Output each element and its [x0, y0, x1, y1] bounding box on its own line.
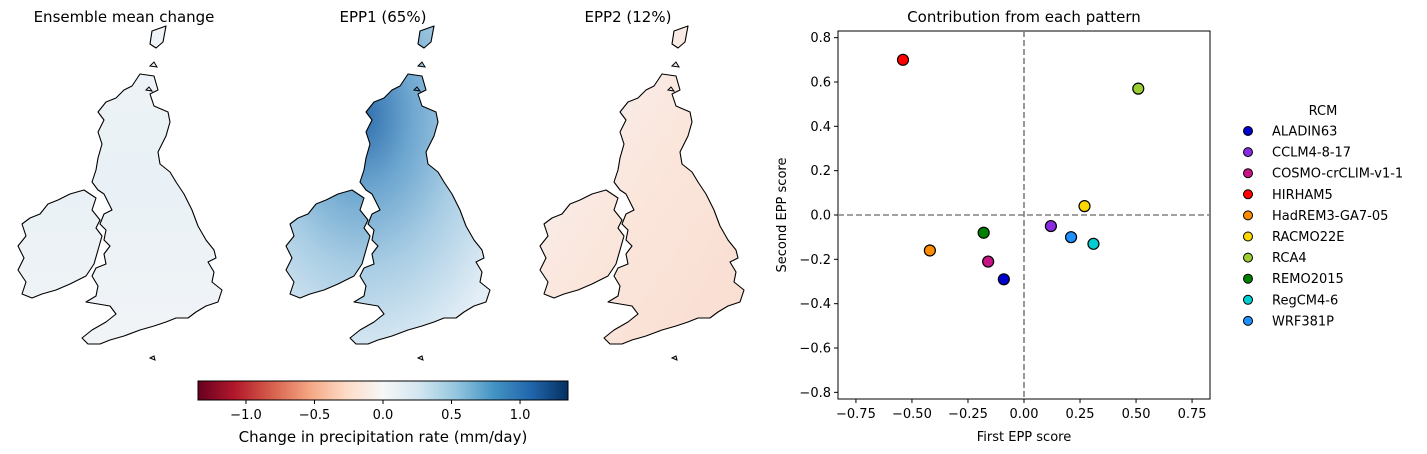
legend-marker: [1243, 168, 1253, 179]
colorbar-ticks: −1.0 −0.5 0.0 0.5 1.0: [230, 400, 530, 423]
colorbar-label: Change in precipitation rate (mm/day): [239, 428, 528, 446]
legend-label: RCA4: [1272, 251, 1307, 266]
x-axis-label: First EPP score: [977, 430, 1071, 445]
y-tick-label: −0.8: [799, 386, 831, 401]
y-tick-label: −0.2: [799, 253, 831, 268]
y-tick-label: 0.0: [810, 209, 831, 224]
colorbar-tick-label: −1.0: [230, 408, 262, 423]
legend-label: HadREM3-GA7-05: [1272, 209, 1388, 224]
legend-marker: [1243, 294, 1253, 305]
y-tick-label: 0.8: [810, 31, 831, 46]
uk-map-epp2: [539, 25, 745, 361]
colorbar-tick-label: 0.0: [373, 408, 394, 423]
colorbar-tick-label: −0.5: [299, 408, 331, 423]
point-regcm4-6: [1087, 237, 1100, 250]
map-title-epp2: EPP2 (12%): [585, 8, 672, 26]
y-tick-label: 0.4: [810, 120, 831, 135]
y-tick-label: 0.2: [810, 164, 831, 179]
x-tick-label: 0.50: [1122, 407, 1151, 422]
point-hirham5: [896, 53, 910, 66]
point-wrf381p: [1064, 231, 1078, 244]
y-tick-label: 0.6: [810, 75, 831, 90]
scatter-plot: Contribution from each pattern −0.75 −0.5…: [775, 8, 1211, 445]
legend-item: REMO2015: [1243, 272, 1344, 287]
x-tick-label: 0.25: [1066, 407, 1095, 422]
scatter-points: [896, 53, 1145, 286]
scatter-title: Contribution from each pattern: [907, 8, 1141, 26]
legend-item: RACMO22E: [1243, 230, 1344, 245]
uk-map-mean: [17, 25, 223, 361]
legend-item: RegCM4-6: [1243, 293, 1338, 308]
point-cclm4-8-17: [1044, 219, 1057, 233]
legend-items: ALADIN63 CCLM4-8-17 COSMO-crCLIM-v1-1 HIRHA…: [1243, 125, 1403, 329]
point-remo2015: [977, 226, 990, 239]
legend-title: RCM: [1309, 104, 1338, 119]
map-panel-epp2: EPP2 (12%): [539, 8, 745, 361]
legend-marker: [1243, 273, 1253, 284]
x-tick-label: 0.00: [1010, 407, 1039, 422]
map-title-mean: Ensemble mean change: [34, 8, 215, 26]
legend-item: HadREM3-GA7-05: [1243, 209, 1388, 224]
point-hadrem3-ga7-05: [923, 244, 936, 257]
reference-lines: [838, 31, 1210, 399]
legend-item: WRF381P: [1243, 314, 1334, 329]
legend-item: RCA4: [1243, 251, 1307, 266]
y-tick-label: −0.4: [799, 297, 831, 312]
point-rca4: [1132, 82, 1145, 95]
legend-marker: [1243, 315, 1253, 326]
colorbar-tick-label: 1.0: [510, 408, 531, 423]
x-tick-label: −0.50: [892, 407, 932, 422]
legend-marker: [1243, 147, 1253, 158]
point-cosmo-crclim-v1-1: [982, 255, 995, 268]
x-tick-label: −0.25: [948, 407, 988, 422]
legend-label: RACMO22E: [1272, 230, 1344, 245]
legend-marker: [1243, 126, 1253, 136]
legend-label: HIRHAM5: [1272, 188, 1333, 203]
x-axis-ticks: −0.75 −0.50 −0.25 0.00 0.25 0.50 0.75: [836, 399, 1207, 422]
legend-marker: [1243, 231, 1253, 242]
point-racmo22e: [1078, 200, 1091, 213]
point-aladin63: [997, 273, 1010, 286]
legend-item: COSMO-crCLIM-v1-1: [1243, 167, 1403, 182]
legend-label: COSMO-crCLIM-v1-1: [1272, 167, 1403, 182]
maps-layer: Ensemble mean change EPP1 (65%) EPP2 (12%): [17, 8, 745, 361]
legend-marker: [1243, 252, 1253, 263]
uk-map-epp1: [285, 25, 491, 361]
colorbar-gradient: [197, 380, 569, 401]
legend-label: RegCM4-6: [1272, 293, 1338, 308]
y-axis-label: Second EPP score: [775, 158, 790, 273]
x-tick-label: −0.75: [836, 407, 876, 422]
x-tick-label: 0.75: [1178, 407, 1207, 422]
legend-marker: [1243, 189, 1253, 200]
legend-item: CCLM4-8-17: [1243, 146, 1351, 161]
legend-label: ALADIN63: [1272, 125, 1337, 140]
legend-label: CCLM4-8-17: [1272, 146, 1351, 161]
legend-marker: [1243, 210, 1253, 221]
map-panel-epp1: EPP1 (65%): [285, 8, 491, 361]
legend: RCM ALADIN63 CCLM4-8-17 COSMO-crCLIM-v1-1 H…: [1243, 104, 1403, 329]
colorbar: −1.0 −0.5 0.0 0.5 1.0 Change in precipitatio…: [197, 380, 569, 446]
colorbar-tick-label: 0.5: [441, 408, 462, 423]
map-panel-mean: Ensemble mean change: [17, 8, 223, 361]
legend-label: REMO2015: [1272, 272, 1344, 287]
y-axis-ticks: −0.8 −0.6 −0.4 −0.2 0.0 0.2 0.4 0.6 0.8: [799, 31, 838, 401]
y-tick-label: −0.6: [799, 342, 831, 357]
legend-label: WRF381P: [1272, 314, 1334, 329]
legend-item: ALADIN63: [1243, 125, 1337, 140]
map-title-epp1: EPP1 (65%): [340, 8, 427, 26]
legend-item: HIRHAM5: [1243, 188, 1333, 203]
